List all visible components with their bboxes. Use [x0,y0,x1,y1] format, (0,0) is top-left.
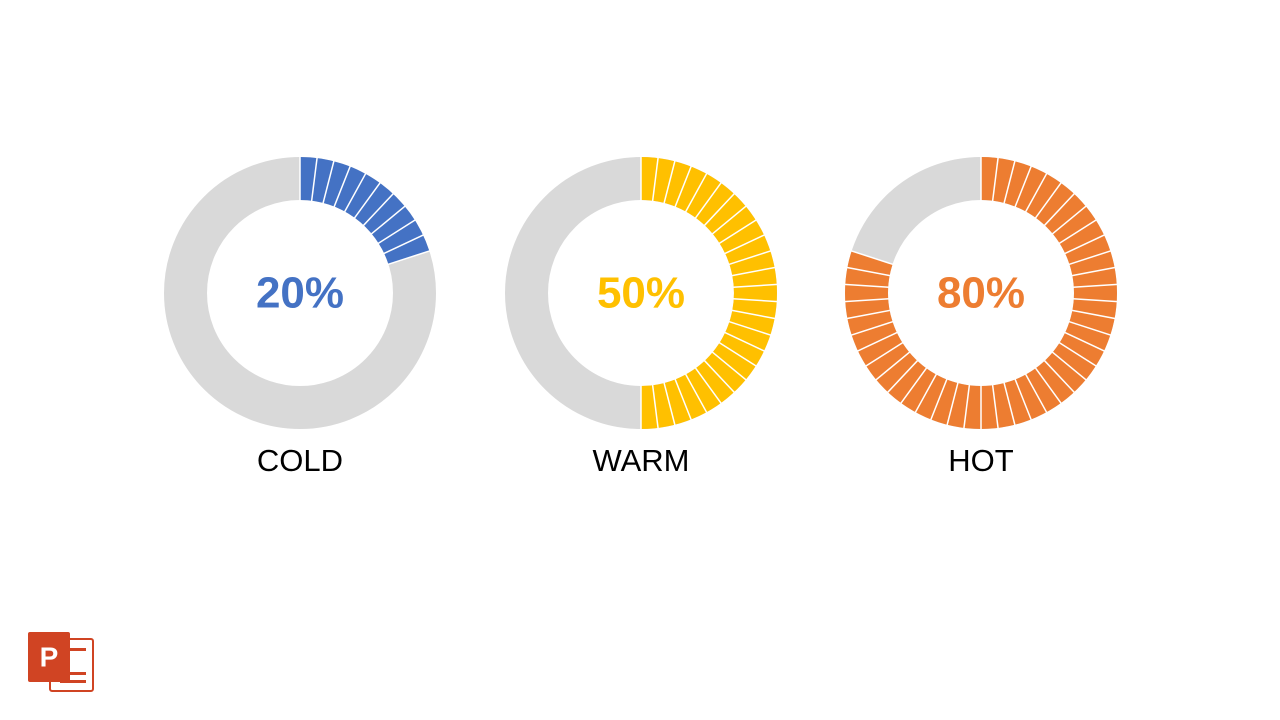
donut-value-arc [845,157,1117,429]
segment-divider [322,160,335,205]
segment-divider [874,351,911,381]
segment-divider [929,378,948,421]
segment-divider [1068,320,1112,337]
donut-value-label: 80% [937,269,1025,318]
segment-divider [850,320,894,337]
segment-divider [310,156,318,202]
segment-divider [1063,233,1106,255]
segment-divider [382,233,425,255]
segment-divider [1034,181,1063,220]
segment-divider [732,298,778,303]
segment-divider [711,351,748,381]
donut-category-label: COLD [257,443,343,478]
segment-divider [1072,298,1118,303]
segment-divider [844,283,890,288]
segment-divider [844,298,890,303]
segment-divider [886,359,919,394]
segment-divider [1071,266,1116,277]
segment-divider [1024,172,1048,213]
segment-divider [362,192,395,227]
segment-divider [946,381,959,426]
segment-divider [718,341,758,368]
segment-divider [1043,192,1076,227]
segment-divider [703,359,736,394]
segment-divider [651,384,659,430]
segment-divider [1063,331,1106,353]
segment-divider [694,181,723,220]
segment-divider [694,366,723,405]
segment-divider [353,181,382,220]
segment-divider [718,218,758,245]
donut-category-label: HOT [948,443,1014,478]
segment-divider [370,205,407,235]
segment-divider [684,373,708,414]
segment-divider [711,205,748,235]
app-icon: P [28,632,94,692]
segment-divider [1058,341,1098,368]
segment-divider [991,156,999,202]
segment-divider [1014,378,1033,421]
segment-divider [723,331,766,353]
segment-divider [1034,366,1063,405]
segment-divider [674,378,693,421]
segment-divider [850,249,894,266]
segment-divider [333,165,352,208]
segment-divider [899,366,928,405]
donut-value-arc [641,157,777,429]
segment-divider [846,266,891,277]
segment-divider [663,160,676,205]
segment-divider [651,156,659,202]
segment-divider [1058,218,1098,245]
segment-divider [1043,359,1076,394]
segment-divider [377,218,417,245]
segment-divider [1068,249,1112,266]
segment-divider [387,249,431,266]
segment-divider [343,172,367,213]
donut-value-label: 20% [256,269,344,318]
segment-divider [1014,165,1033,208]
segment-divider [728,249,772,266]
segment-divider [914,373,938,414]
donut-category-label: WARM [593,443,690,478]
segment-divider [963,384,971,430]
segment-divider [991,384,999,430]
segment-divider [856,331,899,353]
segment-divider [1024,373,1048,414]
segment-divider [684,172,708,213]
segment-divider [1051,205,1088,235]
segment-divider [663,381,676,426]
segment-divider [703,192,736,227]
segment-divider [1051,351,1088,381]
segment-divider [864,341,904,368]
segment-divider [728,320,772,337]
segment-divider [1003,160,1016,205]
segment-divider [731,309,776,320]
segment-divider [846,309,891,320]
segment-divider [1003,381,1016,426]
segment-divider [1072,283,1118,288]
segment-divider [731,266,776,277]
donut-value-label: 50% [597,269,685,318]
svg-text:P: P [40,641,59,672]
segment-divider [732,283,778,288]
segment-divider [723,233,766,255]
segment-divider [674,165,693,208]
segment-divider [1071,309,1116,320]
donut-value-arc [300,157,430,265]
